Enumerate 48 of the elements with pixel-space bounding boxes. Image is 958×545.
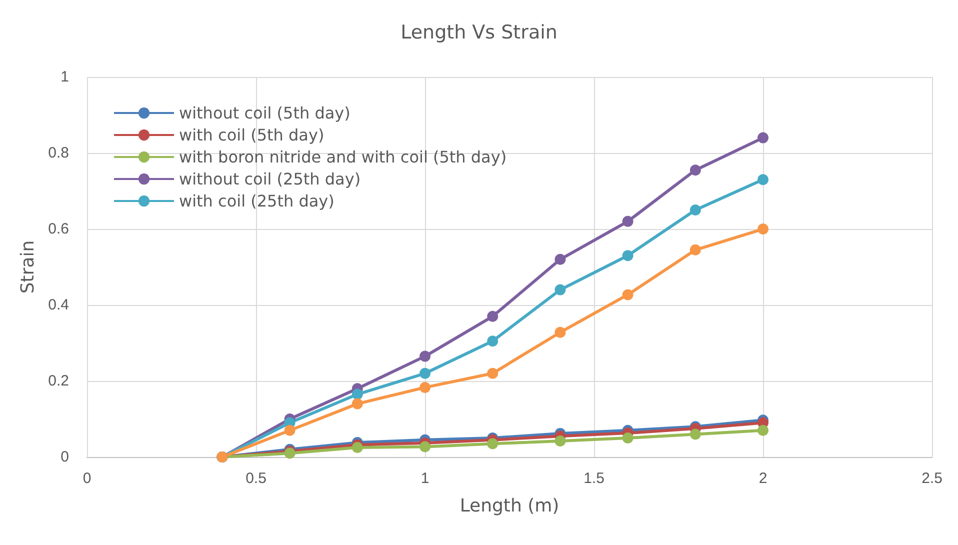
point [622,432,634,444]
point [352,388,363,400]
point [420,368,430,379]
x-tick-label: 0 [82,470,92,487]
x-tick-label: 1 [420,470,430,487]
point [554,436,566,447]
legend-label: with coil (25th day) [179,192,334,210]
point [758,224,768,234]
point [622,289,634,300]
y-tick-label: 0.2 [48,372,69,390]
y-tick-label: 0.4 [48,296,69,314]
y-axis-title: Strain [18,240,38,294]
point [420,350,430,362]
point [622,250,634,262]
point [690,244,701,256]
point [554,326,566,338]
point [487,310,498,322]
point [352,442,363,453]
point [487,336,498,347]
point [554,284,566,296]
legend-label: without coil (5th day) [179,104,350,122]
x-axis-title: Length (m) [460,496,560,516]
point [487,438,498,450]
y-tick-label: 1 [60,68,69,86]
chart-title: Length Vs Strain [400,22,558,44]
point [554,254,566,265]
point [758,132,768,144]
y-tick-label: 0.8 [48,144,69,162]
x-tick-label: 1.5 [584,470,604,487]
x-tick-label: 2 [758,470,768,487]
legend-label: without coil (25th day) [179,170,361,188]
legend-label: with coil (5th day) [179,126,324,144]
point [352,398,363,410]
point [690,428,701,440]
x-tick-label: 2.5 [922,470,942,487]
point [420,441,430,452]
point [758,174,768,186]
x-tick-label: 0.5 [246,470,266,487]
point [622,216,634,227]
point [690,204,701,216]
y-tick-label: 0.6 [48,220,69,238]
point [487,368,498,379]
legend-label: with boron nitride and with coil (5th day) [179,148,507,166]
y-tick-label: 0 [60,448,69,466]
point [758,424,768,436]
point [690,164,701,176]
point [284,424,296,436]
point [420,382,430,393]
